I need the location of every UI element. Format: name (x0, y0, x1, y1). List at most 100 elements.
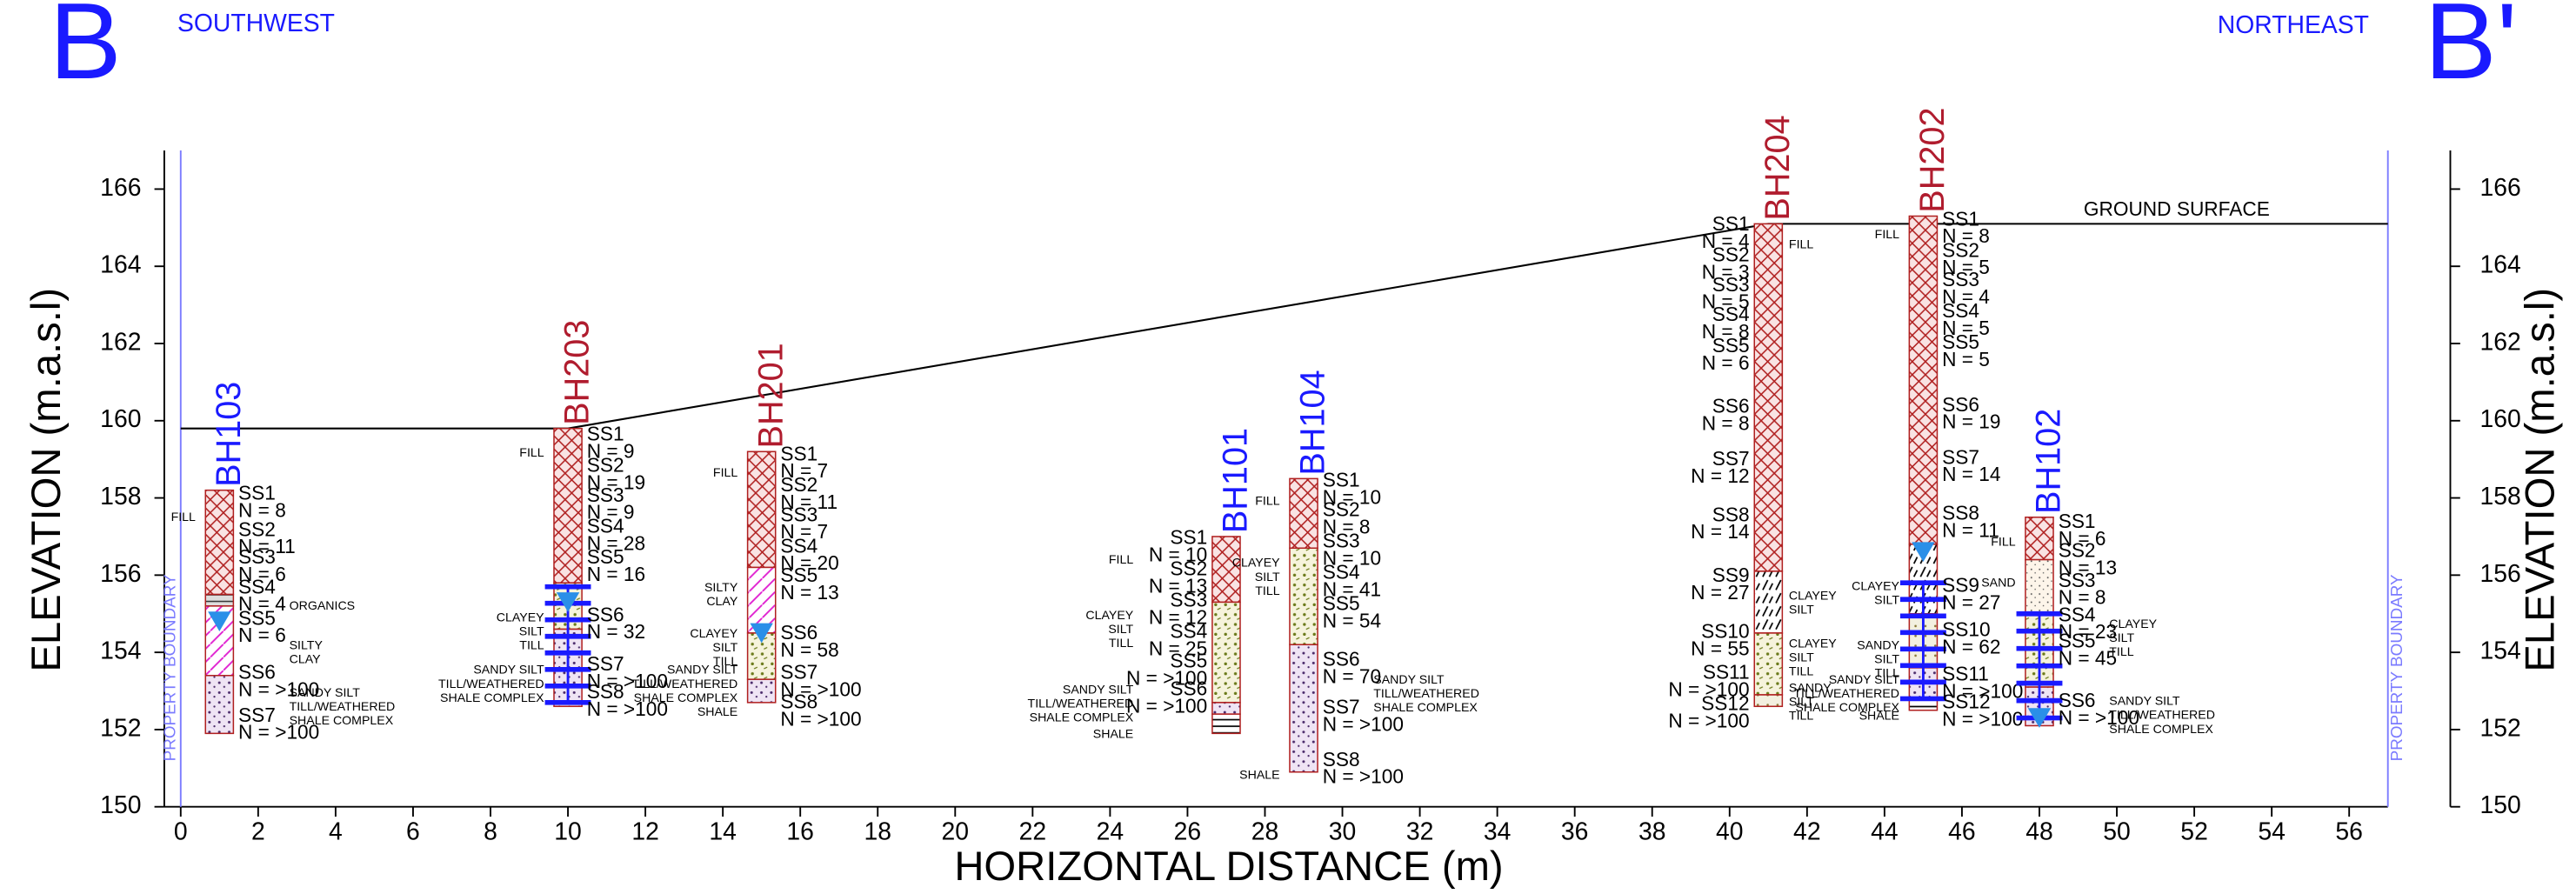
blow-count: N = >100 (587, 670, 668, 692)
sample-label: SS6 (587, 603, 624, 625)
blow-count: N = 8 (238, 498, 286, 521)
sample-label: SS4 (780, 534, 818, 557)
blow-count: N = 11 (780, 490, 838, 513)
stratum (746, 566, 777, 634)
x-tick-label: 38 (1638, 817, 1666, 845)
blow-count: N = 6 (238, 563, 286, 585)
blow-count: N = 12 (1691, 464, 1749, 487)
blow-count: N = 58 (780, 638, 838, 661)
stratum (1908, 215, 1939, 545)
x-tick-label: 40 (1716, 817, 1744, 845)
sample-label: SS8 (1712, 503, 1750, 525)
stratum-note: FILL (1991, 535, 2015, 549)
blow-count: N = 4 (238, 592, 286, 615)
stratum-note: TILL/WEATHERED (1028, 697, 1134, 711)
sample-label: SS10 (1701, 619, 1749, 642)
sample-label: SS7 (1323, 695, 1360, 717)
x-tick-label: 42 (1793, 817, 1821, 845)
stratum-note: TILL (1109, 637, 1133, 650)
blow-count: N = 14 (1691, 520, 1749, 543)
sample-label: SS11 (1942, 663, 1989, 685)
blow-count: N = 13 (1149, 574, 1207, 597)
sample-label: SS3 (1712, 273, 1750, 296)
blow-count: N = 11 (1942, 518, 1999, 541)
sample-label: SS10 (1942, 618, 1990, 641)
sample-label: SS2 (2059, 539, 2096, 562)
blow-count: N = 7 (780, 459, 828, 482)
x-tick-label: 28 (1251, 817, 1279, 845)
stratum-note: SANDY SILT (473, 664, 544, 677)
sample-label: SS4 (1942, 299, 1979, 322)
y-tick-label: 160 (100, 405, 141, 433)
borehole-name: BH103 (210, 382, 248, 487)
stratum-note: FILL (1875, 228, 1899, 242)
stratum-note: SHALE COMPLEX (1030, 711, 1134, 724)
sample-label: SS5 (780, 564, 818, 586)
stratum (1289, 477, 1318, 550)
sample-label: SS5 (238, 606, 276, 629)
x-tick-label: 0 (174, 817, 188, 845)
y2-tick-label: 154 (2479, 637, 2520, 665)
blow-count: N = >100 (1323, 712, 1404, 735)
sample-label: SS1 (1323, 468, 1360, 490)
stratum-note: TILL (1789, 710, 1813, 724)
y2-tick-label: 162 (2479, 328, 2520, 356)
x-tick-label: 56 (2335, 817, 2363, 845)
stratum-note: SILT (712, 641, 737, 655)
sample-label: SS4 (1170, 619, 1207, 642)
borehole-name: BH104 (1294, 370, 1332, 475)
blow-count: N = 27 (1942, 590, 2000, 613)
stratum (1753, 223, 1784, 572)
direction-right: NORTHEAST (2218, 11, 2369, 39)
stratum (746, 450, 777, 569)
stratum-note: SHALE COMPLEX (1795, 701, 1899, 715)
stratum-note: SILT (1789, 604, 1814, 617)
ground-surface (180, 223, 2388, 430)
stratum-note: SHALE (1093, 727, 1133, 741)
stratum-note: SHALE COMPLEX (1373, 701, 1478, 715)
sample-label: SS6 (1942, 393, 1979, 416)
blow-count: N = 8 (2059, 586, 2106, 609)
sample-label: SS2 (238, 517, 276, 540)
x-tick-label: 2 (251, 817, 265, 845)
sample-label: SS7 (1712, 447, 1750, 470)
stratum-note: CLAYEY (1232, 557, 1280, 570)
sample-label: SS5 (1323, 592, 1360, 615)
stratum-note: SANDY SILT (2109, 695, 2180, 709)
stratum (2025, 517, 2054, 561)
blow-count: N = 5 (1942, 256, 1990, 278)
stratum-note: FILL (1109, 553, 1133, 567)
x-tick-label: 36 (1561, 817, 1589, 845)
borehole-name: BH204 (1758, 115, 1797, 220)
y-tick-label: 154 (100, 637, 141, 665)
y-tick-label: 164 (100, 251, 141, 279)
sample-label: SS3 (2059, 569, 2096, 591)
stratum-note: FILL (519, 446, 544, 460)
blow-count: N = >100 (1668, 709, 1749, 731)
blow-count: N = >100 (780, 677, 861, 700)
water-level (2027, 708, 2052, 728)
stratum-note: FILL (713, 466, 737, 480)
y2-tick-label: 156 (2479, 560, 2520, 588)
blow-count: N = 8 (1702, 412, 1750, 435)
sample-label: SS2 (1323, 498, 1360, 521)
stratum (1753, 632, 1784, 696)
blow-count: N = 27 (1691, 581, 1749, 604)
sample-label: SS6 (1712, 395, 1750, 417)
x-tick-label: 20 (942, 817, 970, 845)
blow-count: N = 28 (587, 532, 645, 555)
water-level (750, 623, 773, 644)
blow-count: N = 9 (587, 501, 635, 524)
stratum-note: TILL (1789, 665, 1813, 679)
stratum-note: CLAYEY (1789, 637, 1837, 651)
x-tick-label: 16 (786, 817, 814, 845)
x-tick-label: 26 (1174, 817, 1202, 845)
stratum-note: SHALE (1859, 710, 1899, 724)
sample-label: SS5 (2059, 630, 2096, 652)
boundary-label: PROPERTY BOUNDARY (161, 574, 179, 761)
blow-count: N = 7 (780, 520, 828, 543)
stratum (1211, 713, 1241, 735)
stratum-note: FILL (1789, 238, 1813, 252)
y-tick-label: 166 (100, 174, 141, 202)
sample-label: SS9 (1712, 564, 1750, 586)
